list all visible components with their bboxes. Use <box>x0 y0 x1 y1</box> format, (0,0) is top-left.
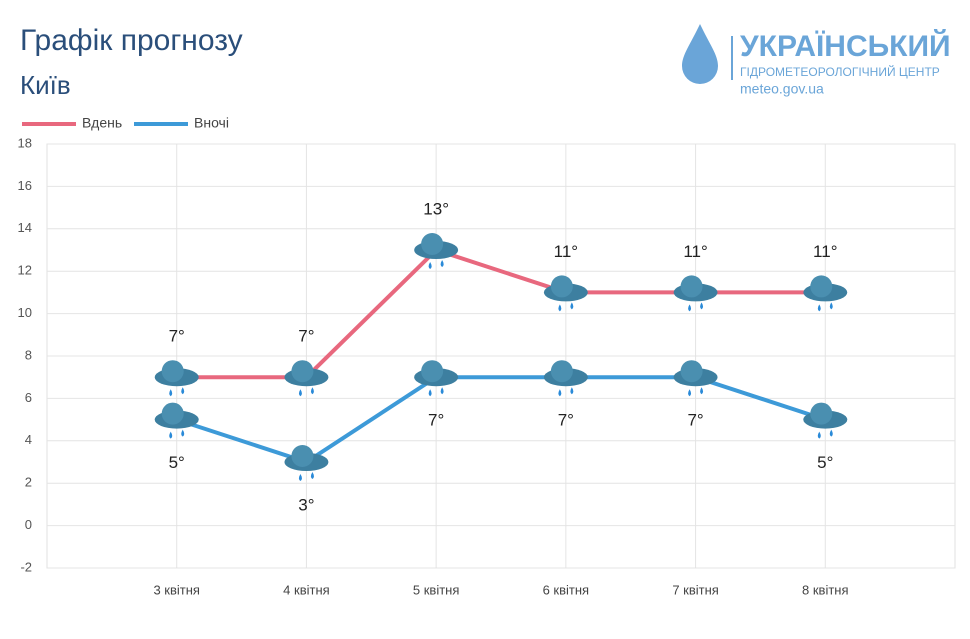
value-label: 5° <box>169 453 185 472</box>
chart-title: Графік прогнозу <box>20 24 243 57</box>
cloud <box>680 360 703 383</box>
weather-icon <box>673 360 718 397</box>
cloud <box>291 445 314 467</box>
value-label: 7° <box>687 411 703 430</box>
x-tick-label: 6 квітня <box>543 582 590 597</box>
y-tick-label: 10 <box>18 305 32 320</box>
weather-icon <box>154 360 199 397</box>
weather-icon <box>543 360 588 397</box>
rain <box>817 302 833 312</box>
y-tick-label: -2 <box>20 559 32 574</box>
value-label: 3° <box>298 495 314 514</box>
weather-icon <box>414 233 459 269</box>
x-tick-label: 5 квітня <box>413 582 460 597</box>
y-tick-label: 18 <box>18 135 32 150</box>
y-tick-label: 6 <box>25 390 32 405</box>
cloud <box>550 360 573 383</box>
rain <box>688 387 704 397</box>
x-tick-label: 8 квітня <box>802 582 849 597</box>
rain <box>169 429 185 439</box>
logo: УКРАЇНСЬКИЙ ГІДРОМЕТЕОРОЛОГІЧНИЙ ЦЕНТР m… <box>682 24 951 97</box>
cloud <box>810 275 833 298</box>
weather-icon <box>284 445 329 481</box>
value-label: 11° <box>683 242 707 261</box>
weather-icon <box>284 360 329 397</box>
weather-icon <box>803 275 848 312</box>
chart-subtitle: Київ <box>20 70 71 100</box>
value-label: 13° <box>423 199 449 218</box>
x-tick-label: 3 квітня <box>153 582 200 597</box>
value-label: 5° <box>817 453 833 472</box>
value-label: 7° <box>558 411 574 430</box>
rain <box>298 387 314 397</box>
logo-drop <box>682 24 718 84</box>
cloud <box>161 360 184 383</box>
y-tick-label: 2 <box>25 475 32 490</box>
cloud <box>550 275 573 298</box>
y-tick-label: 8 <box>25 347 32 362</box>
cloud <box>421 360 444 383</box>
legend-label: Вночі <box>194 115 229 131</box>
cloud <box>161 402 184 425</box>
rain <box>817 429 833 439</box>
logo-name: УКРАЇНСЬКИЙ <box>740 29 951 63</box>
weather-icon <box>803 402 848 439</box>
x-tick-label: 4 квітня <box>283 582 330 597</box>
cloud <box>291 360 314 383</box>
value-label: 7° <box>428 411 444 430</box>
weather-icon <box>154 402 199 439</box>
y-tick-label: 12 <box>18 263 32 278</box>
cloud <box>421 233 444 255</box>
series-line <box>176 375 826 465</box>
legend-label: Вдень <box>82 115 122 131</box>
y-tick-label: 16 <box>18 178 32 193</box>
value-label: 11° <box>554 242 578 261</box>
rain <box>558 302 574 312</box>
y-tick-label: 14 <box>18 220 32 235</box>
rain <box>428 260 444 269</box>
logo-site: meteo.gov.ua <box>740 81 824 97</box>
value-label: 7° <box>169 327 185 346</box>
weather-icon <box>543 275 588 312</box>
rain <box>428 387 444 397</box>
x-tick-label: 7 квітня <box>672 582 719 597</box>
y-tick-label: 4 <box>25 432 32 447</box>
value-label: 11° <box>813 242 837 261</box>
y-tick-label: 0 <box>25 517 32 532</box>
logo-subname: ГІДРОМЕТЕОРОЛОГІЧНИЙ ЦЕНТР <box>740 64 940 79</box>
weather-icon <box>673 275 718 312</box>
rain <box>169 387 185 397</box>
rain <box>688 302 704 312</box>
rain <box>298 472 314 481</box>
weather-icon <box>414 360 459 397</box>
cloud <box>810 402 833 425</box>
cloud <box>680 275 703 298</box>
rain <box>558 387 574 397</box>
value-label: 7° <box>298 327 314 346</box>
